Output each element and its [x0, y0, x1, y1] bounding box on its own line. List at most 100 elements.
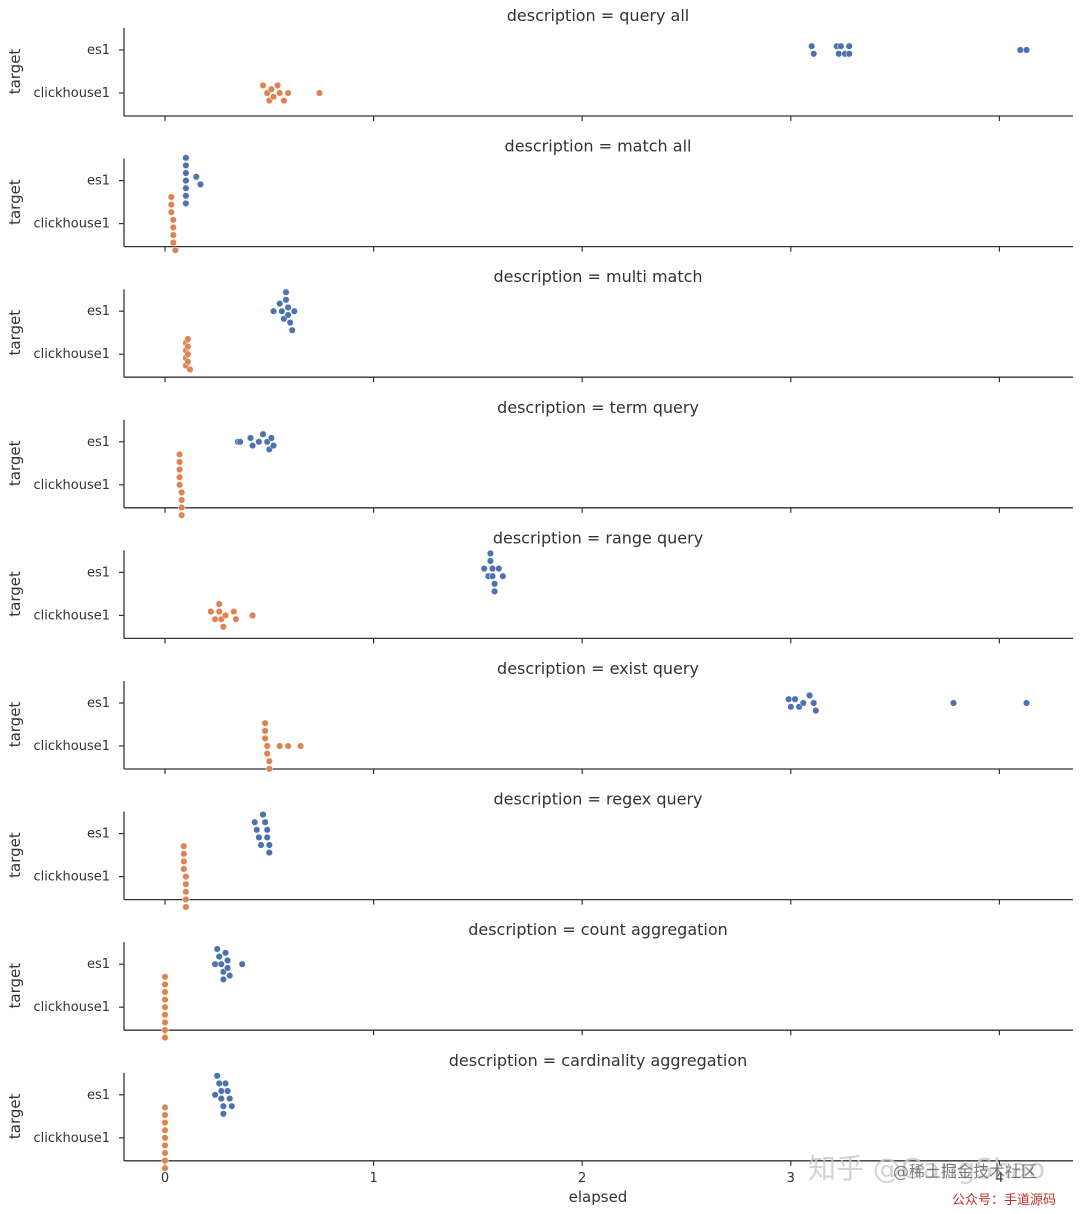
swarm-point: [290, 307, 298, 315]
swarm-point: [288, 326, 296, 334]
swarm-point: [232, 615, 240, 623]
y-tick-label: clickhouse1: [33, 347, 110, 362]
swarm-point: [182, 199, 190, 207]
swarm-point: [259, 81, 267, 89]
swarm-point: [161, 1164, 169, 1172]
swarm-point: [284, 742, 292, 750]
swarm-point: [806, 691, 814, 699]
swarm-point: [282, 288, 290, 296]
y-axis-title: target: [6, 832, 24, 878]
panel-title: description = term query: [497, 398, 699, 417]
swarm-point: [161, 1111, 169, 1119]
swarm-point: [263, 826, 271, 834]
swarm-point: [182, 895, 190, 903]
swarm-point: [269, 442, 278, 450]
swarm-point: [161, 1119, 169, 1127]
x-tick-label: 1: [369, 1171, 377, 1186]
swarm-point: [265, 757, 273, 765]
facet-panel: description = range query es1 clickhouse1 t…: [6, 528, 1073, 644]
swarm-point: [276, 742, 284, 750]
swarm-point: [785, 695, 793, 703]
swarm-point: [263, 833, 271, 841]
swarm-point: [176, 466, 184, 474]
swarm-point: [282, 296, 290, 304]
swarm-point: [219, 1102, 227, 1110]
swarm-point: [226, 972, 234, 980]
swarm-point: [276, 89, 284, 97]
swarm-point: [180, 850, 188, 858]
swarm-point: [812, 707, 820, 715]
swarm-point: [161, 973, 169, 981]
swarm-point: [255, 833, 263, 841]
panel-title: description = range query: [493, 528, 703, 547]
swarm-point: [219, 1110, 227, 1118]
y-tick-label: es1: [87, 174, 110, 189]
swarm-point: [215, 608, 223, 616]
swarm-point: [215, 1079, 223, 1087]
facet-panel: description = term query es1 clickhouse1 ta…: [6, 398, 1073, 519]
swarm-point: [284, 303, 292, 311]
swarm-point: [261, 818, 269, 826]
swarm-point: [286, 319, 294, 327]
swarm-point: [259, 430, 267, 438]
y-axis-title: target: [6, 571, 24, 617]
swarm-point: [808, 42, 816, 50]
swarm-point: [265, 841, 273, 849]
swarm-point: [265, 765, 273, 773]
swarm-point: [178, 488, 186, 496]
swarm-point: [169, 231, 177, 239]
swarm-point: [219, 975, 227, 983]
swarm-point: [224, 1087, 232, 1095]
y-tick-label: clickhouse1: [33, 1131, 110, 1146]
swarm-point: [215, 600, 223, 608]
watermark-zhihu: 知乎 @GangShao: [808, 1152, 1045, 1185]
y-axis-title: target: [6, 179, 24, 225]
swarm-point: [178, 496, 186, 504]
swarm-point: [161, 988, 169, 996]
swarm-point: [182, 192, 190, 200]
swarm-point: [178, 511, 186, 519]
swarm-point: [182, 888, 190, 896]
swarm-point: [161, 1018, 169, 1026]
swarm-point: [161, 1141, 169, 1149]
swarm-point: [186, 365, 194, 373]
y-axis-title: target: [6, 702, 24, 748]
y-tick-label: es1: [87, 827, 110, 842]
swarm-point: [161, 1003, 169, 1011]
swarm-point: [169, 216, 177, 224]
swarm-point: [488, 565, 497, 573]
swarm-point: [221, 1079, 230, 1087]
swarm-point: [161, 1157, 169, 1165]
swarm-point: [255, 438, 263, 446]
swarm-point: [217, 1087, 225, 1095]
swarm-point: [787, 703, 795, 711]
facet-panels: description = query all es1 clickhouse1 tar…: [6, 6, 1073, 1186]
swarm-point: [161, 1149, 169, 1157]
y-tick-label: es1: [87, 435, 110, 450]
swarm-point: [297, 742, 305, 750]
swarm-point: [810, 699, 818, 707]
swarm-point: [278, 307, 286, 315]
swarm-point: [269, 307, 278, 315]
y-tick-label: clickhouse1: [33, 1000, 110, 1015]
y-axis-title: target: [6, 440, 24, 486]
swarm-point: [180, 842, 188, 850]
swarm-point: [249, 611, 257, 619]
swarm-point: [236, 438, 244, 446]
swarm-point: [837, 42, 845, 50]
swarm-point: [230, 608, 238, 616]
swarm-point: [180, 857, 188, 865]
swarm-point: [176, 450, 184, 458]
swarm-point: [261, 734, 269, 742]
swarm-point: [217, 960, 225, 968]
swarm-point: [251, 818, 259, 826]
swarm-point: [246, 434, 255, 442]
swarm-point: [267, 85, 275, 93]
y-tick-label: clickhouse1: [33, 870, 110, 885]
panel-title: description = multi match: [493, 267, 702, 286]
swarm-point: [192, 173, 200, 181]
panel-title: description = match all: [505, 137, 692, 156]
swarm-point: [1022, 699, 1031, 707]
swarm-point: [182, 903, 190, 911]
